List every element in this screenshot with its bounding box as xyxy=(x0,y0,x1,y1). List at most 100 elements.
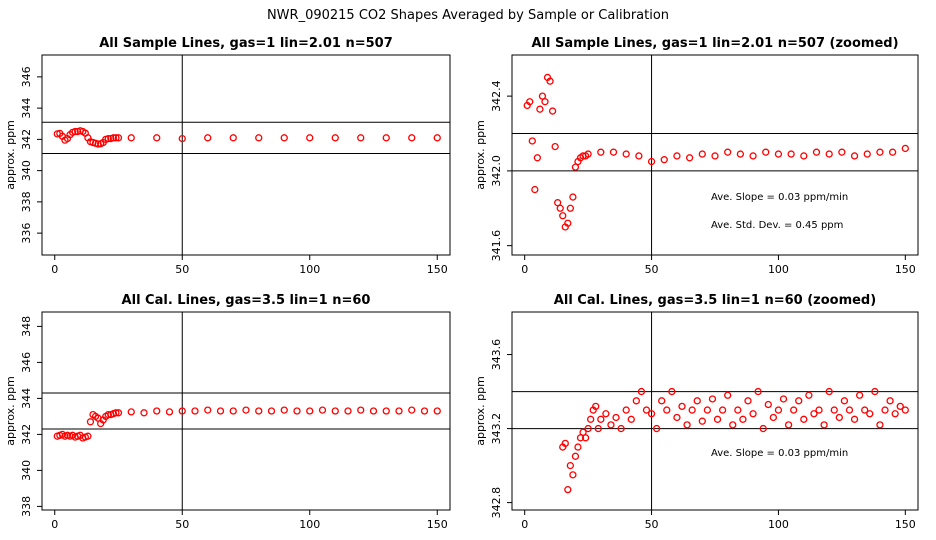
data-point xyxy=(564,485,572,494)
data-point xyxy=(861,406,869,414)
x-tick-label: 150 xyxy=(895,263,916,276)
data-point xyxy=(660,156,668,164)
data-point xyxy=(688,406,696,414)
data-point xyxy=(825,387,833,396)
data-point xyxy=(357,134,365,142)
annotation: Ave. Std. Dev. = 0.45 ppm xyxy=(711,220,843,231)
x-tick-label: 150 xyxy=(427,263,448,276)
y-tick-label: 344 xyxy=(20,98,33,119)
data-point xyxy=(318,406,327,414)
y-tick-label: 346 xyxy=(20,352,33,373)
panel-title: All Cal. Lines, gas=3.5 lin=1 n=60 xyxy=(122,293,371,308)
x-tick-label: 50 xyxy=(175,263,189,276)
data-point xyxy=(685,154,694,162)
data-point xyxy=(594,424,602,433)
data-point xyxy=(749,152,757,160)
annotation: Ave. Slope = 0.03 ppm/min xyxy=(711,192,848,203)
data-point xyxy=(835,413,843,422)
data-point xyxy=(153,407,161,415)
data-point xyxy=(612,413,620,422)
data-point xyxy=(800,415,808,423)
data-point xyxy=(800,152,808,160)
data-point xyxy=(255,134,263,142)
data-point xyxy=(178,134,186,143)
data-point xyxy=(888,148,897,156)
data-point xyxy=(632,397,640,405)
panel-title: All Sample Lines, gas=1 lin=2.01 n=507 xyxy=(99,36,393,51)
x-tick-label: 0 xyxy=(521,263,528,276)
data-point xyxy=(546,77,554,85)
data-point xyxy=(581,434,590,442)
data-point xyxy=(592,402,600,411)
data-point xyxy=(536,105,544,113)
data-point xyxy=(104,410,112,419)
plot-frame xyxy=(41,311,451,511)
data-point xyxy=(708,395,717,403)
y-tick-label: 336 xyxy=(20,223,33,244)
data-point xyxy=(114,409,123,417)
data-point xyxy=(668,387,676,396)
data-point xyxy=(840,397,849,405)
data-point xyxy=(357,406,365,414)
panel-1: All Sample Lines, gas=1 lin=2.01 n=507 0 5… xyxy=(4,36,451,276)
data-point xyxy=(637,387,646,396)
y-tick-label: 343.2 xyxy=(490,413,503,445)
plot-frame xyxy=(41,54,451,256)
data-point xyxy=(759,424,767,433)
data-point xyxy=(658,397,666,405)
data-point xyxy=(683,421,691,429)
data-point xyxy=(863,150,871,158)
x-tick-label: 100 xyxy=(299,263,320,276)
y-tick-label: 342.0 xyxy=(490,155,503,187)
data-point xyxy=(736,150,745,158)
figure-title: NWR_090215 CO2 Shapes Averaged by Sample… xyxy=(267,8,669,23)
x-tick-label: 150 xyxy=(427,518,448,531)
data-point xyxy=(369,407,378,415)
data-point xyxy=(647,410,656,418)
data-point xyxy=(255,407,263,415)
y-tick-label: 348 xyxy=(20,316,33,337)
data-point xyxy=(769,413,778,422)
data-point xyxy=(678,402,686,411)
data-point xyxy=(622,150,630,158)
data-point xyxy=(724,391,732,399)
data-point xyxy=(724,148,732,156)
x-tick-label: 150 xyxy=(895,518,916,531)
x-tick-label: 0 xyxy=(51,518,58,531)
y-tick-label: 342 xyxy=(20,129,33,150)
data-point xyxy=(703,406,712,414)
panel-title: All Cal. Lines, gas=3.5 lin=1 n=60 (zoom… xyxy=(554,293,876,308)
data-point xyxy=(178,407,186,415)
data-point xyxy=(698,150,706,158)
data-point xyxy=(871,387,879,396)
data-point xyxy=(774,150,783,158)
data-point xyxy=(673,152,681,160)
data-point xyxy=(673,413,681,422)
data-point xyxy=(774,406,783,414)
data-point xyxy=(866,410,874,418)
data-point xyxy=(754,387,762,396)
data-point xyxy=(541,98,549,106)
data-point xyxy=(713,415,722,423)
data-point xyxy=(855,391,864,399)
y-axis-label: approx. ppm xyxy=(474,376,487,446)
data-point xyxy=(561,439,569,448)
data-point xyxy=(533,154,542,162)
data-point xyxy=(838,148,846,156)
data-point xyxy=(531,185,539,194)
data-point xyxy=(739,415,747,423)
x-tick-label: 100 xyxy=(768,518,789,531)
data-point xyxy=(729,421,737,429)
data-point xyxy=(551,142,559,151)
data-point xyxy=(627,415,635,423)
data-point xyxy=(433,134,441,142)
data-point xyxy=(584,150,592,158)
data-point xyxy=(569,471,577,479)
y-axis-label: approx. ppm xyxy=(4,120,17,190)
y-tick-label: 340 xyxy=(20,160,33,181)
data-point xyxy=(528,137,536,145)
data-point xyxy=(711,152,719,160)
data-point xyxy=(566,461,575,470)
data-point xyxy=(112,134,120,142)
data-point xyxy=(744,397,752,405)
